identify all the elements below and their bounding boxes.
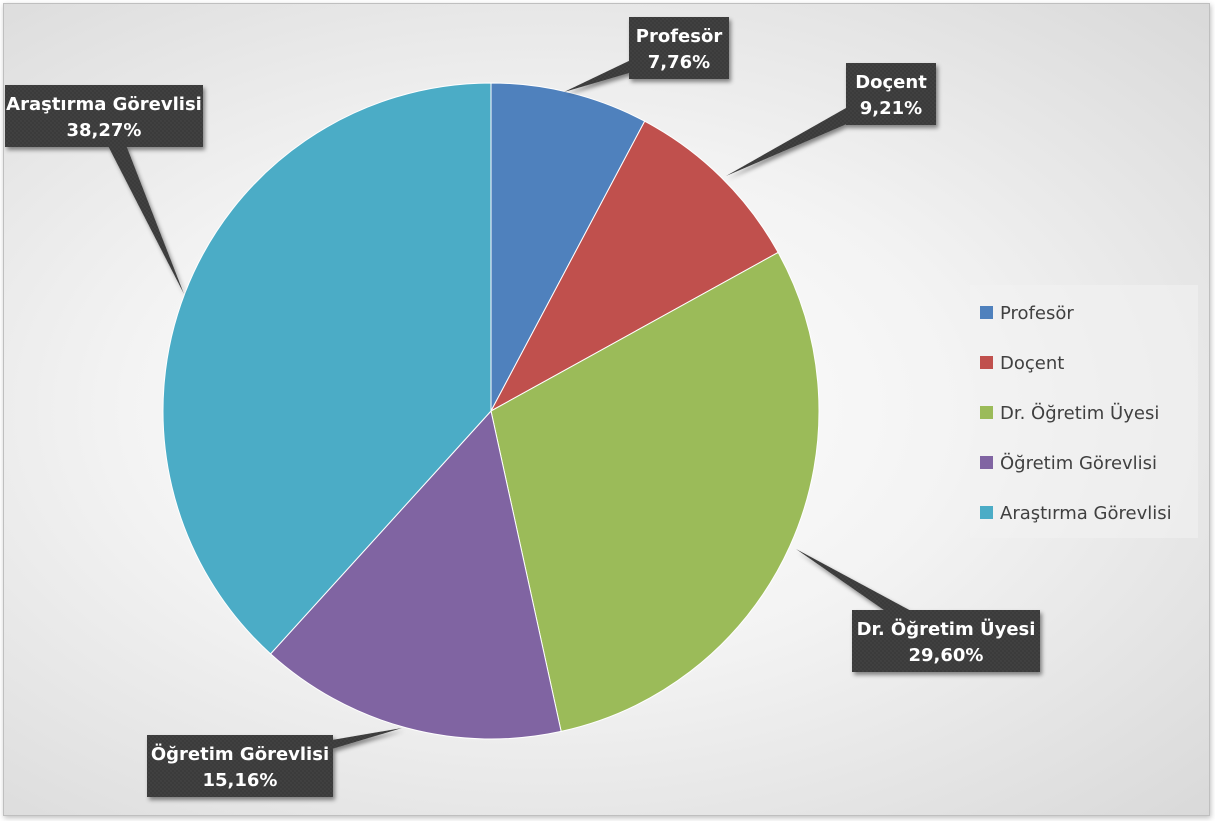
data-label-value: 9,21% <box>860 98 922 119</box>
data-label-category: Öğretim Görevlisi <box>151 743 329 765</box>
legend-label: Araştırma Görevlisi <box>1000 503 1172 524</box>
data-label-category: Dr. Öğretim Üyesi <box>857 618 1036 640</box>
legend-entry-profesor: Profesör <box>980 303 1074 324</box>
pie-slice-dr-ogretim-uyesi <box>490 251 820 733</box>
data-label-value: 29,60% <box>909 645 984 666</box>
pie-slice-profesor <box>490 82 646 412</box>
data-label-profesor: Profesör 7,76% <box>564 17 729 92</box>
data-label-dr-ogretim-uyesi: Dr. Öğretim Üyesi 29,60% <box>796 549 1040 672</box>
data-labels: Profesör 7,76% Doçent 9,21% Dr. Öğretim Üyes… <box>5 17 1040 797</box>
chart-area: Profesör 7,76% Doçent 9,21% Dr. Öğretim Üyes… <box>3 3 1210 816</box>
data-label-ogretim-gorevlisi: Öğretim Görevlisi 15,16% <box>147 728 402 797</box>
legend-label: Profesör <box>1000 303 1074 324</box>
legend-label: Doçent <box>1000 353 1064 374</box>
data-label-category: Araştırma Görevlisi <box>6 94 202 115</box>
data-label-pointer <box>94 111 184 295</box>
legend-label: Öğretim Görevlisi <box>1000 452 1157 474</box>
legend-entry-arastirma-gorevlisi: Araştırma Görevlisi <box>980 503 1172 524</box>
legend-label: Dr. Öğretim Üyesi <box>1000 402 1159 424</box>
legend-swatch <box>980 506 993 519</box>
legend-swatch <box>980 406 993 419</box>
legend-entry-dr-ogretim-uyesi: Dr. Öğretim Üyesi <box>980 402 1159 424</box>
pie-chart: Profesör 7,76% Doçent 9,21% Dr. Öğretim Üyes… <box>5 17 1198 797</box>
legend-entry-docent: Doçent <box>980 353 1064 374</box>
pie-slice-docent <box>489 120 779 413</box>
pie-slices <box>162 82 820 740</box>
data-label-box <box>5 85 203 147</box>
legend-swatch <box>980 306 993 319</box>
pie-slice-ogretim-gorevlisi <box>269 409 562 740</box>
pie-slice-arastirma-gorevlisi <box>162 82 492 655</box>
data-label-category: Profesör <box>636 26 723 47</box>
data-label-value: 38,27% <box>67 120 142 141</box>
legend-swatch <box>980 456 993 469</box>
data-label-value: 15,16% <box>203 770 278 791</box>
data-label-box <box>629 17 729 79</box>
legend-background <box>970 285 1198 538</box>
data-label-box <box>147 735 333 797</box>
legend-swatch <box>980 356 993 369</box>
data-label-value: 7,76% <box>648 52 710 73</box>
legend: Profesör Doçent Dr. Öğretim Üyesi Öğretim G… <box>970 285 1198 538</box>
data-label-box <box>852 610 1040 672</box>
data-label-arastirma-gorevlisi: Araştırma Görevlisi 38,27% <box>5 85 203 295</box>
data-label-box <box>846 63 936 125</box>
data-label-category: Doçent <box>855 72 927 93</box>
legend-entry-ogretim-gorevlisi: Öğretim Görevlisi <box>980 452 1157 474</box>
data-label-docent: Doçent 9,21% <box>726 63 936 176</box>
